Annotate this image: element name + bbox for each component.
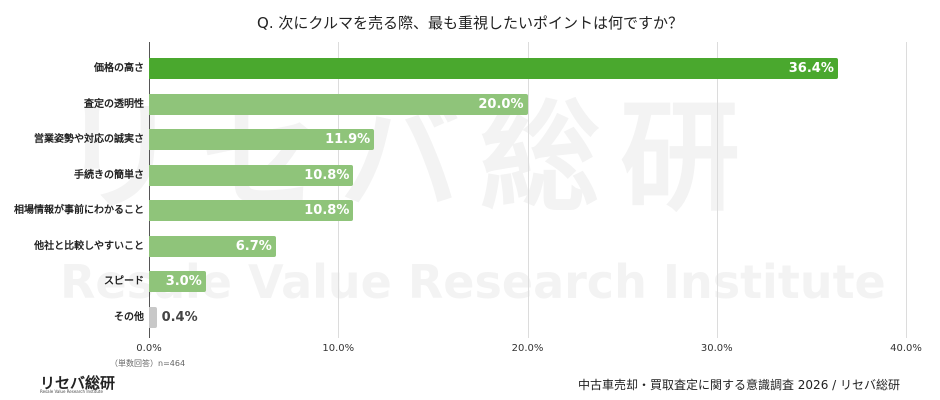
bar: 36.4% — [149, 58, 838, 79]
bar: 20.0% — [149, 93, 528, 115]
x-tick-label: 40.0% — [890, 343, 922, 354]
logo: リセバ総研 — [40, 374, 116, 392]
bar: 11.9% — [149, 129, 375, 150]
bar-value-label: 20.0% — [478, 96, 524, 112]
category-label: その他 — [114, 311, 144, 323]
gridline — [716, 42, 718, 338]
gridline — [906, 42, 907, 338]
category-label: 査定の透明性 — [84, 98, 144, 110]
logo-subtitle: Resale Value Research Institute — [40, 389, 103, 394]
category-label: スピード — [104, 276, 144, 287]
bar: 0.4% — [149, 306, 198, 328]
x-tick-label: 20.0% — [511, 343, 544, 354]
sample-note: （単数回答）n=464 — [110, 359, 186, 368]
category-label: 営業姿勢や対応の誠実さ — [34, 134, 144, 145]
plot-area: 36.4% 20.0% 11.9% 10.8% 10.8% 6.7% 3.0% 0.4% — [149, 42, 907, 338]
y-axis-line — [149, 42, 150, 338]
bar-value-label: 10.8% — [304, 167, 350, 183]
bar: 10.8% — [149, 200, 354, 221]
bar: 10.8% — [149, 164, 354, 186]
category-label: 相場情報が事前にわかること — [14, 205, 144, 216]
category-label: 手続きの簡単さ — [74, 169, 144, 181]
gridline — [527, 42, 529, 338]
x-tick-label: 10.0% — [322, 343, 355, 354]
bar-value-label: 0.4% — [161, 309, 198, 325]
source-caption: 中古車売却・買取査定に関する意識調査 2026 / リセバ総研 — [577, 378, 900, 392]
bar-value-label: 36.4% — [788, 61, 834, 76]
category-label: 他社と比較しやすいこと — [34, 240, 144, 252]
bar-value-label: 11.9% — [325, 132, 371, 147]
chart-title: Q. 次にクルマを売る際、最も重視したいポイントは何ですか？ — [257, 14, 683, 32]
bar-value-label: 3.0% — [165, 274, 202, 289]
bar-value-label: 6.7% — [235, 238, 272, 254]
bar-value-label: 10.8% — [304, 203, 350, 218]
x-tick-label: 30.0% — [700, 343, 733, 354]
category-label: 価格の高さ — [94, 63, 144, 74]
bar: 3.0% — [149, 271, 206, 292]
bar: 6.7% — [149, 235, 276, 257]
gridline — [338, 42, 340, 338]
x-tick-label: 0.0% — [136, 343, 162, 354]
